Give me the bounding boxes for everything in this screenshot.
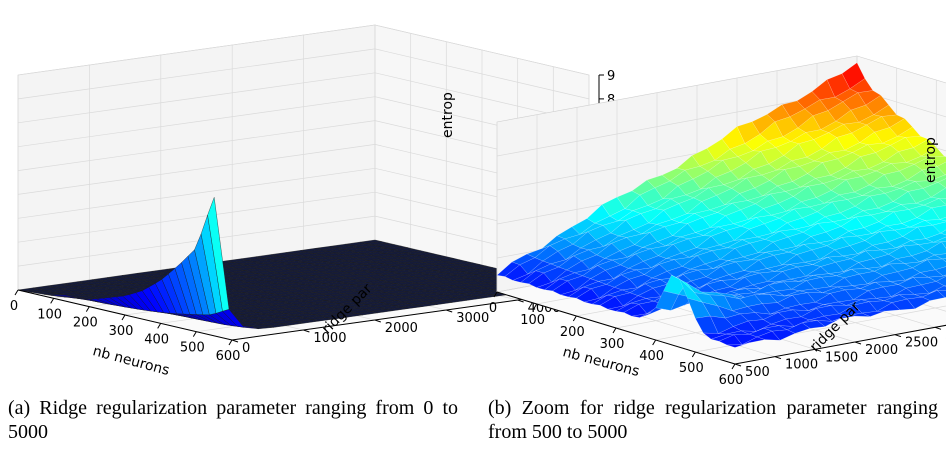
panel-a-z-axis-label: entrop <box>440 92 456 138</box>
panel-b-surface-facet <box>786 322 811 334</box>
panel-a-y-tick-label: 1000 <box>313 331 346 346</box>
panel-b-surface-facet <box>941 241 946 249</box>
panel-a-surface-facet <box>207 197 230 312</box>
panel-b-y-tick-label: 500 <box>745 365 770 380</box>
panel-a-x-tick-label: 0 <box>10 299 18 314</box>
panel-b-surface-facet <box>929 174 946 183</box>
panel-b-surface-facet <box>935 276 946 286</box>
panel-b-y-tick-label: 1000 <box>785 358 818 373</box>
caption-a: (a) Ridge regularization parameter rangi… <box>8 397 458 443</box>
caption-b: (b) Zoom for ridge regularization parame… <box>488 397 938 443</box>
panel-b-surface-facet <box>943 274 946 277</box>
panel-b-y-tick-mark <box>934 326 942 330</box>
panel-b-y-tick-mark <box>854 341 862 345</box>
panel-b-surface-facet <box>929 285 946 294</box>
panel-b-y-axis-line <box>734 324 946 365</box>
panel-b-ridge-500-5000: 0100200300400500600500100015002000250030… <box>489 55 946 385</box>
panel-b-x-tick-label: 100 <box>520 313 545 328</box>
panel-b-y-tick-mark <box>814 348 822 352</box>
panel-b-surface <box>496 62 946 348</box>
panel-b-x-tick-label: 300 <box>600 337 625 352</box>
panel-b-x-tick-mark <box>731 363 736 370</box>
panel-b-x-tick-label: 0 <box>489 301 497 316</box>
panel-b-y-tick-mark <box>734 363 742 367</box>
panel-a-y-tick-label: 0 <box>242 341 250 356</box>
panel-a-x-tick-mark <box>85 306 90 312</box>
panel-b-surface-facet <box>941 258 946 263</box>
panel-a-x-tick-label: 600 <box>216 349 241 364</box>
panel-b-x-tick-mark <box>691 351 696 358</box>
panel-a-y-tick-mark <box>374 319 381 323</box>
panel-a-x-tick-mark <box>121 314 126 321</box>
panel-b-surface-facet <box>877 302 901 312</box>
panel-a-z-tick-label: 9 <box>607 69 615 84</box>
panel-b-surface-facet <box>832 315 856 322</box>
panel-a-grid-z <box>17 24 590 76</box>
panel-b-y-tick-label: 2000 <box>865 343 898 358</box>
panel-b-surface-facet <box>931 205 946 220</box>
panel-a-x-tick-label: 200 <box>73 316 98 331</box>
panel-b-x-tick-mark <box>533 303 538 310</box>
panel-b-x-tick-mark <box>572 315 577 322</box>
panel-b-x-tick-label: 400 <box>639 349 664 364</box>
panel-b-x-tick-label: 500 <box>679 361 704 376</box>
panel-a-y-tick-label: 3000 <box>456 311 489 326</box>
panel-b-x-tick-mark <box>612 327 617 334</box>
panel-b-z-axis-label: entrop <box>923 137 939 183</box>
panel-b-x-tick-mark <box>652 339 657 346</box>
panel-a-x-tick-label: 300 <box>109 324 134 339</box>
panel-a-ridge-0-5000: 0100200300400500600010002000300040005000… <box>10 24 632 379</box>
panel-a-y-tick-mark <box>303 329 310 333</box>
panel-b-surface-facet <box>727 342 751 348</box>
panel-a-x-tick-label: 400 <box>144 332 169 347</box>
panel-b-x-tick-label: 600 <box>719 373 744 385</box>
panel-b-x-tick-mark <box>493 291 498 298</box>
panel-a-x-axis-label: nb neurons <box>91 343 171 379</box>
panel-b-y-tick-label: 1500 <box>825 350 858 365</box>
panel-a-x-tick-label: 100 <box>37 307 62 322</box>
panel-a-x-tick-mark <box>192 331 197 337</box>
panel-b-y-tick-label: 2500 <box>905 336 938 351</box>
panel-a-y-tick-mark <box>231 339 239 343</box>
panel-a-x-tick-mark <box>14 289 19 296</box>
panel-a-x-tick-label: 500 <box>180 341 205 356</box>
panel-b-y-tick-mark <box>894 334 902 338</box>
panel-b-surface-facet <box>936 161 946 176</box>
panel-b-x-tick-label: 200 <box>560 325 585 340</box>
panel-a-x-tick-mark <box>50 298 55 304</box>
panel-b-surface-facet <box>925 233 946 243</box>
panel-a-x-tick-mark <box>228 339 233 346</box>
panel-a-x-tick-mark <box>157 323 162 329</box>
figure-canvas: 0100200300400500600010002000300040005000… <box>10 24 946 385</box>
panel-a-y-tick-mark <box>446 309 453 313</box>
panel-a-z-tick-label: 8 <box>607 93 615 108</box>
panel-a-grid-z <box>17 48 590 100</box>
panel-b-surface-facet <box>927 258 946 271</box>
panel-a-y-tick-label: 2000 <box>385 321 418 336</box>
panel-b-surface-facet <box>933 236 946 243</box>
panel-a-grid-z <box>17 72 590 124</box>
panel-a-y-tick-mark <box>517 299 524 303</box>
panel-b-y-tick-mark <box>774 356 782 360</box>
